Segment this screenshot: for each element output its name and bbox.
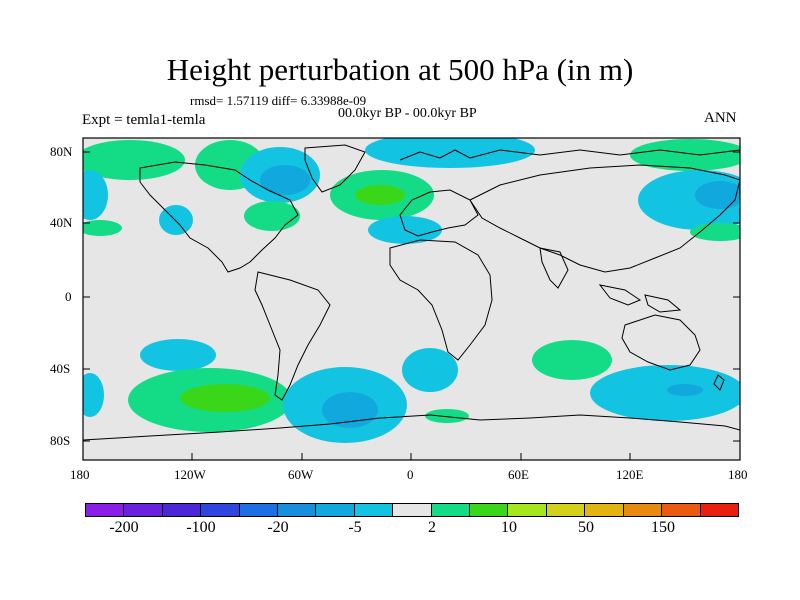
south-america-outline: [254, 271, 331, 401]
anomaly-patch: [355, 185, 405, 205]
arctic-coast-outline: [399, 149, 740, 161]
colorbar-swatch: [662, 504, 701, 516]
lon-label: 120E: [616, 467, 644, 482]
north-america-outline: [139, 161, 299, 273]
india-outline: [539, 247, 569, 289]
lat-label: 80S: [50, 433, 71, 448]
africa-outline: [389, 239, 493, 361]
colorbar-label: 2: [428, 519, 436, 536]
new-zealand-outline: [713, 374, 725, 391]
anomaly-patch: [690, 223, 740, 241]
colorbar-swatch: [354, 504, 394, 516]
colorbar-swatch: [162, 504, 202, 516]
colorbar: [85, 503, 739, 517]
lat-label: 80N: [50, 144, 73, 159]
rmsd-stats: rmsd= 1.57119 diff= 6.33988e-09: [190, 93, 367, 108]
europe-outline: [399, 189, 479, 237]
colorbar-swatch: [546, 504, 586, 516]
anomaly-patch: [695, 181, 740, 209]
anomaly-patch: [630, 139, 740, 171]
lon-label: 60E: [508, 467, 529, 482]
colorbar-label: -5: [348, 519, 362, 536]
islands-outline: [598, 284, 642, 306]
greenland-outline: [304, 144, 366, 193]
colorbar-swatch: [431, 504, 471, 516]
period-label: 00.0kyr BP - 00.0kyr BP: [338, 106, 477, 121]
lon-label: 180: [70, 467, 90, 482]
colorbar-swatch: [470, 504, 509, 516]
coastlines: [83, 144, 740, 441]
anomaly-patch: [322, 392, 378, 428]
colorbar-label: 150: [651, 519, 675, 536]
colorbar-swatch: [201, 504, 240, 516]
lon-label: 60W: [288, 467, 314, 482]
colorbar-swatch: [239, 504, 279, 516]
anomaly-patch: [140, 339, 216, 371]
colorbar-swatch: [700, 504, 738, 516]
lat-label: 40S: [50, 361, 71, 376]
map-title: Height perturbation at 500 hPa (in m): [166, 52, 634, 87]
anomaly-patch: [83, 140, 185, 180]
anomaly-patch: [83, 170, 108, 220]
antarctica-outline: [83, 414, 740, 441]
anomaly-patch: [532, 340, 612, 380]
lon-label: 0: [407, 467, 414, 482]
islands-outline: [644, 294, 682, 313]
season-label: ANN: [704, 110, 737, 126]
anomaly-patch: [590, 365, 740, 421]
lon-label: 180: [728, 467, 748, 482]
lat-label: 40N: [50, 215, 73, 230]
colorbar-swatch: [86, 504, 125, 516]
colorbar-swatch: [278, 504, 317, 516]
colorbar-swatch: [316, 504, 355, 516]
experiment-label: Expt = temla1-temla: [82, 112, 206, 128]
anomaly-patch: [667, 384, 703, 396]
lat-ticks: [83, 151, 740, 442]
colorbar-swatch: [623, 504, 663, 516]
colorbar-label: -100: [186, 519, 216, 536]
lon-ticks: [82, 453, 741, 460]
anomaly-patch: [244, 201, 300, 231]
anomaly-patch: [402, 348, 458, 392]
anomaly-patch: [425, 409, 469, 423]
colorbar-swatch: [124, 504, 163, 516]
colorbar-swatch: [585, 504, 624, 516]
anomaly-patch: [180, 384, 270, 412]
colorbar-label: -20: [267, 519, 289, 536]
colorbar-swatch: [393, 504, 432, 516]
colorbar-label: 10: [501, 519, 517, 536]
anomaly-contours: [83, 138, 740, 443]
colorbar-label: -200: [109, 519, 139, 536]
australia-outline: [621, 314, 701, 371]
asia-outline: [469, 164, 740, 273]
anomaly-patch: [260, 165, 310, 195]
anomaly-patch: [83, 373, 104, 417]
lat-label: 0: [65, 289, 72, 304]
colorbar-label: 50: [578, 519, 594, 536]
colorbar-swatch: [508, 504, 547, 516]
anomaly-patch: [83, 220, 122, 236]
lon-label: 120W: [174, 467, 206, 482]
